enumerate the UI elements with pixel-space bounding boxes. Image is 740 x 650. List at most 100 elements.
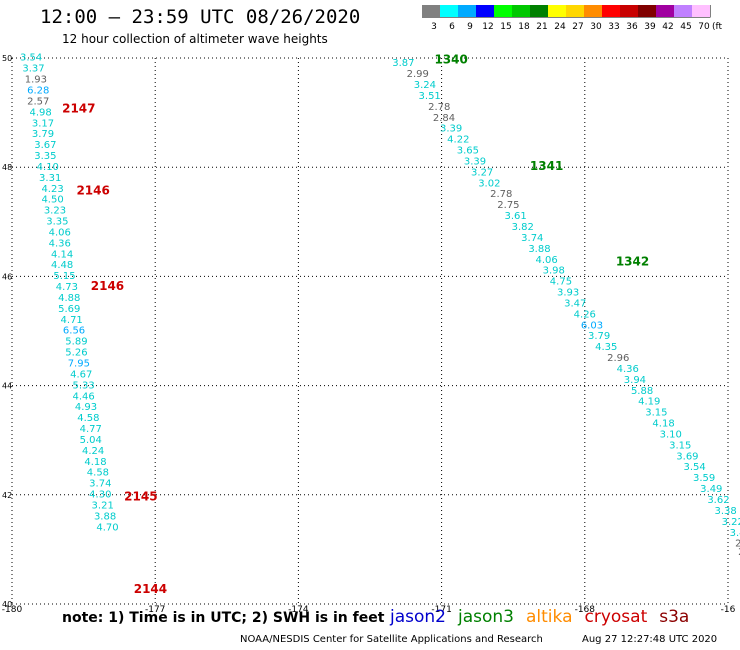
legend-label-21: 21 xyxy=(536,22,547,32)
time-label: 2146 xyxy=(76,184,109,198)
mission-legend: jason2 jason3 altika cryosat s3a xyxy=(390,607,701,627)
swh-value-label: 3.49 xyxy=(700,484,722,495)
time-label: 1341 xyxy=(530,159,563,173)
swh-value-label: 5.33 xyxy=(72,380,94,391)
legend-swatch-42 xyxy=(656,5,674,17)
swh-value-label: 4.19 xyxy=(638,397,660,408)
swh-value-label: 5.26 xyxy=(65,348,87,359)
swh-value-label: 5.88 xyxy=(631,386,653,397)
time-label: 2144 xyxy=(134,582,167,596)
credit-text: NOAA/NESDIS Center for Satellite Applica… xyxy=(240,634,543,645)
swh-value-label: 3.74 xyxy=(89,479,111,490)
swh-value-label: 3.65 xyxy=(457,146,479,157)
legend-swatch-27 xyxy=(566,5,584,17)
swh-value-label: 2.96 xyxy=(607,353,629,364)
y-tick-label: 44 xyxy=(2,382,12,391)
swh-value-label: 4.73 xyxy=(56,282,78,293)
swh-value-label: 5.15 xyxy=(53,271,75,282)
swh-value-label: 4.46 xyxy=(72,391,94,402)
legend-unit: (ft) xyxy=(712,22,722,32)
x-tick-label: -177 xyxy=(145,605,165,615)
swh-value-label: 4.93 xyxy=(75,402,97,413)
swh-value-label: 3.38 xyxy=(714,506,736,517)
swh-value-label: 5.89 xyxy=(65,337,87,348)
footer-note: note: 1) Time is in UTC; 2) SWH is in fe… xyxy=(62,610,385,626)
swh-value-label: 3.51 xyxy=(419,91,441,102)
satellite-tracks: 3.872.993.243.512.782.843.394.223.653.39… xyxy=(20,52,740,596)
swh-value-label: 3.67 xyxy=(34,140,56,151)
time-label: 1342 xyxy=(616,254,649,268)
generated-timestamp: Aug 27 12:27:48 UTC 2020 xyxy=(582,634,718,645)
swh-value-label: 4.06 xyxy=(49,227,71,238)
swh-value-label: 4.48 xyxy=(51,260,73,271)
legend-label-24: 24 xyxy=(554,22,566,32)
y-tick-label: 40 xyxy=(2,600,12,609)
swh-value-label: 3.47 xyxy=(564,298,586,309)
swh-value-label: 2.99 xyxy=(407,69,429,80)
x-tick-label: -16 xyxy=(721,605,736,615)
swh-value-label: 2.78 xyxy=(490,189,512,200)
swh-value-label: 3.17 xyxy=(32,118,54,129)
legend-label-39: 39 xyxy=(644,22,656,32)
legend-swatch-33 xyxy=(602,5,620,17)
swh-value-label: 4.23 xyxy=(41,184,63,195)
swh-value-label: 2 xyxy=(738,547,740,558)
swh-value-label: 4.67 xyxy=(70,369,92,380)
page-subtitle: 12 hour collection of altimeter wave hei… xyxy=(62,32,328,46)
legend-label-36: 36 xyxy=(626,22,638,32)
swh-value-label: 3.93 xyxy=(557,288,579,299)
swh-value-label: 3.35 xyxy=(34,151,56,162)
swh-value-label: 3.15 xyxy=(669,440,691,451)
swh-value-label: 3.21 xyxy=(92,500,114,511)
legend-label-45: 45 xyxy=(680,22,691,32)
swh-value-label: 3.10 xyxy=(660,429,682,440)
legend-label-70: 70 xyxy=(698,22,710,32)
time-label: 2147 xyxy=(62,102,95,116)
swh-value-label: 3.15 xyxy=(645,408,667,419)
swh-value-label: 3.87 xyxy=(392,58,414,69)
swh-value-label: 3.39 xyxy=(464,156,486,167)
swh-value-label: 2.84 xyxy=(433,113,455,124)
swh-value-label: 3.69 xyxy=(676,451,698,462)
swh-value-label: 3.79 xyxy=(32,129,54,140)
mission-s3a: s3a xyxy=(659,607,690,627)
legend-swatch-24 xyxy=(548,5,566,17)
legend-label-42: 42 xyxy=(662,22,673,32)
swh-value-label: 4.35 xyxy=(595,342,617,353)
swh-value-label: 6.03 xyxy=(581,320,603,331)
legend-swatch-30 xyxy=(584,5,602,17)
swh-value-label: 3.4 xyxy=(730,528,740,539)
swh-value-label: 2. xyxy=(735,539,740,550)
swh-value-label: 3.27 xyxy=(471,167,493,178)
swh-value-label: 4.75 xyxy=(550,277,572,288)
swh-value-label: 3.88 xyxy=(94,511,116,522)
axes: -180 -177 -174 -171 -168 -16 40 42 44 46 48 50 xyxy=(2,54,736,615)
time-label: 2146 xyxy=(91,279,124,293)
legend-swatch-6 xyxy=(440,5,458,17)
swh-value-label: 3.02 xyxy=(478,178,500,189)
mission-altika: altika xyxy=(526,607,573,627)
y-tick-label: 50 xyxy=(2,54,12,63)
swh-value-label: 4.71 xyxy=(61,315,83,326)
swh-value-label: 3.74 xyxy=(521,233,543,244)
time-label: 2145 xyxy=(124,489,157,503)
swh-value-label: 4.30 xyxy=(89,490,111,501)
swh-value-label: 4.26 xyxy=(574,309,596,320)
legend-swatch-15 xyxy=(494,5,512,17)
mission-cryosat: cryosat xyxy=(584,607,648,627)
legend-swatch-39 xyxy=(638,5,656,17)
swh-value-label: 4.10 xyxy=(37,162,59,173)
y-tick-label: 42 xyxy=(2,491,12,500)
legend-label-18: 18 xyxy=(518,22,530,32)
swh-value-label: 4.14 xyxy=(51,249,73,260)
swh-value-label: 3.61 xyxy=(504,211,526,222)
swh-value-label: 2.57 xyxy=(27,96,49,107)
swh-value-label: 6.28 xyxy=(27,85,49,96)
swh-value-label: 2.75 xyxy=(497,200,519,211)
track-0: 3.872.993.243.512.782.843.394.223.653.39… xyxy=(392,52,740,557)
legend-swatch-9 xyxy=(458,5,476,17)
mission-jason2: jason2 xyxy=(390,607,446,627)
swh-value-label: 4.06 xyxy=(535,255,557,266)
swh-value-label: 4.98 xyxy=(30,107,52,118)
swh-value-label: 4.77 xyxy=(80,424,102,435)
